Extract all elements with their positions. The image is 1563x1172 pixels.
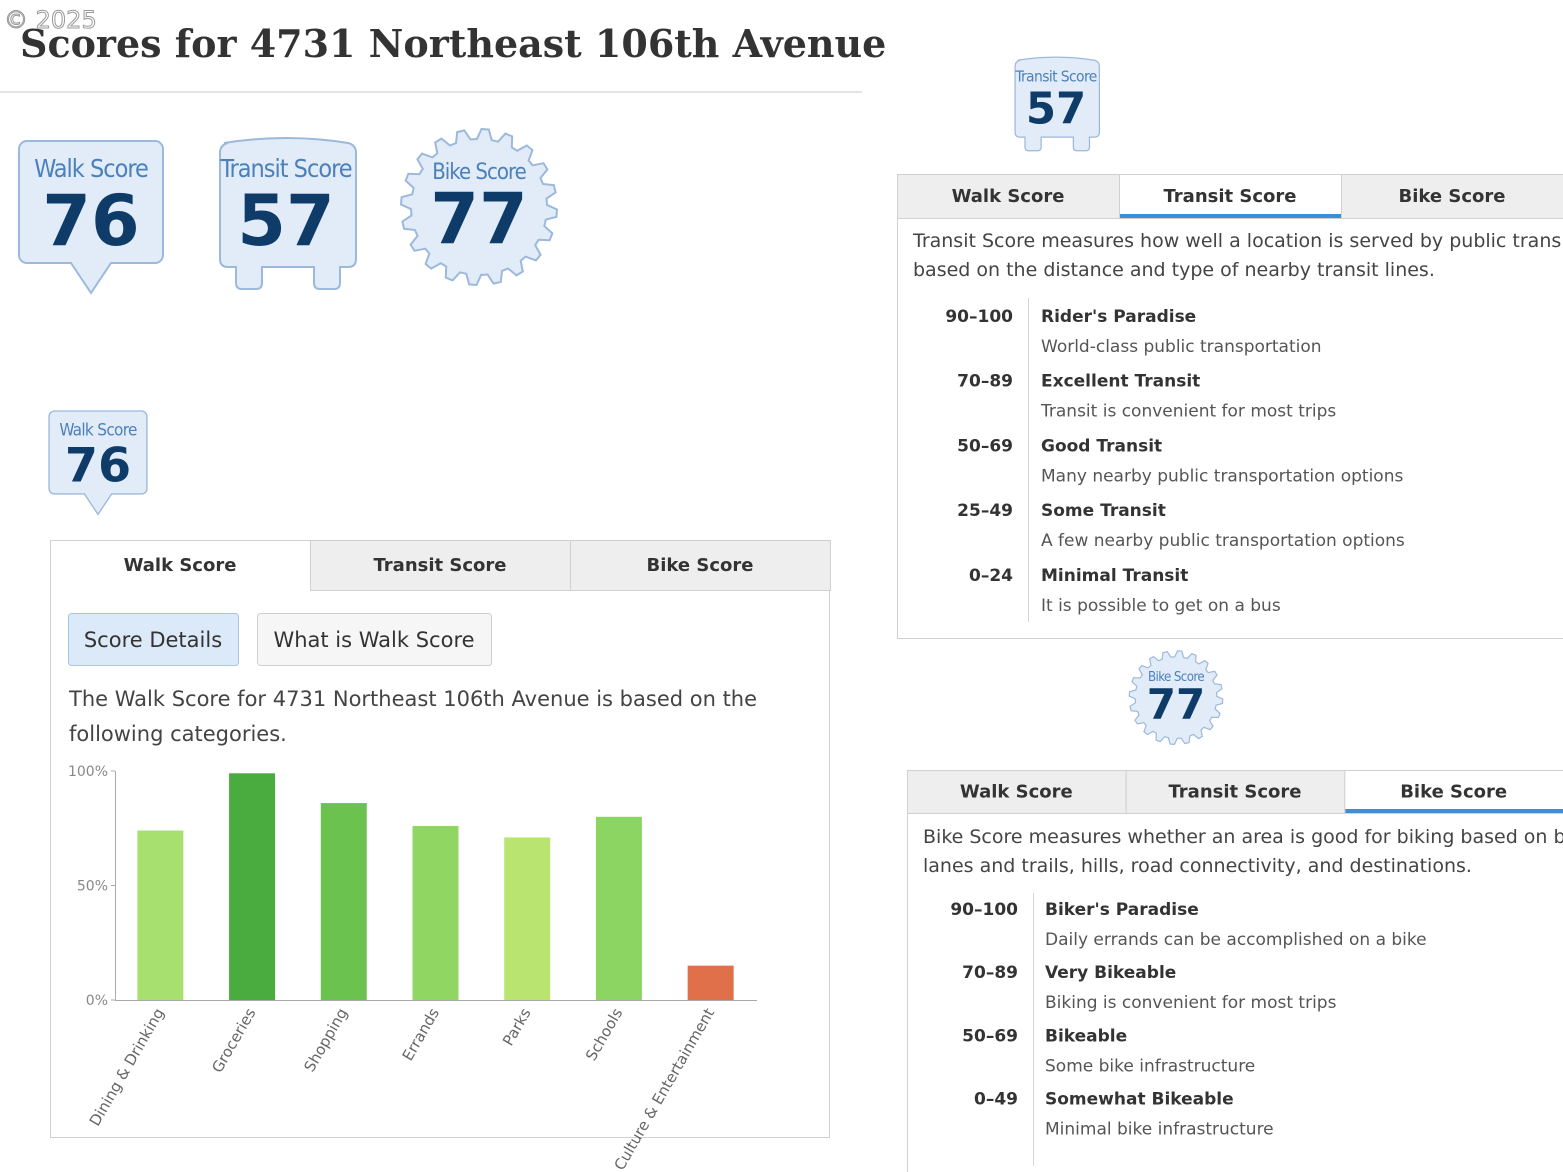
badge-label: Bike Score [1148, 670, 1204, 685]
badge-score: 77 [1147, 680, 1205, 729]
watermark: © 2025 [4, 6, 97, 34]
tab[interactable] [1341, 174, 1563, 219]
y-tick-label: 50% [77, 879, 108, 895]
level-description: Some bike infrastructure [1045, 1056, 1255, 1076]
bar [137, 830, 184, 1000]
tab-label[interactable]: Transit Score [374, 555, 507, 576]
level-range: 90–100 [950, 900, 1018, 920]
level-range: 70–89 [957, 372, 1013, 392]
level-name: Excellent Transit [1041, 372, 1200, 392]
bar [412, 825, 459, 1000]
level-name: Minimal Transit [1041, 566, 1188, 586]
badge-shape [1128, 650, 1224, 746]
tab-label[interactable]: Transit Score [1164, 186, 1297, 207]
badge-shape [48, 410, 148, 516]
tab-label[interactable]: Walk Score [960, 782, 1073, 803]
tab[interactable] [570, 540, 831, 591]
button-label[interactable]: Score Details [84, 628, 222, 652]
tab[interactable] [1119, 174, 1342, 219]
bar [320, 803, 367, 1000]
button[interactable] [68, 613, 239, 666]
tab-active-indicator [1345, 809, 1563, 813]
page-title: Scores for 4731 Northeast 106th Avenue [20, 21, 886, 66]
button-label[interactable]: What is Walk Score [273, 628, 474, 652]
badge-label: Walk Score [34, 154, 148, 183]
level-description: Daily errands can be accomplished on a b… [1045, 930, 1427, 950]
badge-label: Transit Score [219, 154, 351, 183]
description: Bike Score measures whether an area is g… [923, 826, 1563, 848]
tab-label[interactable]: Walk Score [952, 186, 1065, 207]
badge-shape [18, 140, 164, 295]
tab[interactable] [310, 540, 571, 591]
level-range: 90–100 [945, 307, 1013, 327]
description: based on the distance and type of nearby… [913, 259, 1435, 281]
level-description: Many nearby public transportation option… [1041, 466, 1403, 486]
tab[interactable] [1344, 770, 1563, 814]
level-range: 0–24 [969, 566, 1013, 586]
bar [504, 837, 551, 1000]
tab-label[interactable]: Bike Score [647, 555, 754, 576]
description: following categories. [69, 722, 287, 746]
badge-score: 76 [65, 439, 131, 494]
button[interactable] [257, 613, 492, 666]
description: Transit Score measures how well a locati… [912, 230, 1563, 252]
tab-label[interactable]: Bike Score [1399, 186, 1506, 207]
badge-shape [399, 127, 559, 287]
level-name: Very Bikeable [1045, 963, 1176, 983]
level-description: World-class public transportation [1041, 337, 1322, 357]
level-range: 25–49 [957, 501, 1013, 521]
badge-score: 57 [237, 180, 334, 262]
tab[interactable] [1125, 770, 1346, 814]
y-tick-label: 100% [68, 764, 108, 780]
level-name: Bikeable [1045, 1026, 1127, 1046]
badge-score: 57 [1026, 84, 1086, 134]
level-description: A few nearby public transportation optio… [1041, 531, 1405, 551]
level-name: Good Transit [1041, 436, 1162, 456]
description: The Walk Score for 4731 Northeast 106th … [68, 687, 757, 711]
badge-label: Walk Score [59, 420, 137, 440]
level-range: 0–49 [974, 1090, 1018, 1110]
badge-shape [219, 137, 357, 290]
badge-label: Bike Score [432, 160, 526, 185]
bar [595, 816, 642, 1000]
badge-score: 76 [42, 180, 139, 262]
y-tick-label: 0% [86, 993, 108, 1009]
level-name: Biker's Paradise [1045, 900, 1199, 920]
tab-active-indicator [1120, 214, 1341, 218]
tab-label[interactable]: Bike Score [1400, 782, 1507, 803]
level-description: Transit is convenient for most trips [1040, 402, 1336, 422]
badge-score: 77 [430, 178, 527, 260]
tab-label[interactable]: Walk Score [124, 555, 237, 576]
level-description: Biking is convenient for most trips [1045, 993, 1337, 1013]
level-range: 50–69 [957, 436, 1013, 456]
badge-shape [1014, 56, 1101, 152]
tab[interactable] [907, 770, 1127, 814]
bar [229, 773, 276, 1000]
badge-label: Transit Score [1014, 67, 1096, 85]
bar [687, 965, 734, 1000]
description: lanes and trails, hills, road connectivi… [923, 855, 1472, 877]
tab-label[interactable]: Transit Score [1169, 782, 1302, 803]
level-description: It is possible to get on a bus [1041, 596, 1281, 616]
level-range: 50–69 [962, 1026, 1018, 1046]
level-name: Some Transit [1041, 501, 1166, 521]
level-range: 70–89 [962, 963, 1018, 983]
level-name: Somewhat Bikeable [1045, 1090, 1234, 1110]
level-description: Minimal bike infrastructure [1045, 1120, 1274, 1140]
tab[interactable] [897, 174, 1120, 219]
level-name: Rider's Paradise [1041, 307, 1196, 327]
tab[interactable] [50, 540, 311, 591]
